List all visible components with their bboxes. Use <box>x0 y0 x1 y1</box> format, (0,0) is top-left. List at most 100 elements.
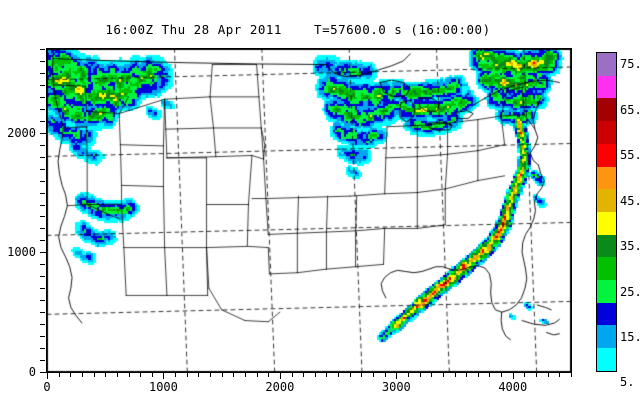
x-axis-minor-tick <box>221 372 223 377</box>
colorbar-tick-label: 75. <box>620 57 640 72</box>
y-axis-minor-tick <box>40 144 45 146</box>
colorbar-band <box>597 257 616 281</box>
x-axis-major-tick <box>279 372 281 379</box>
x-axis-minor-tick <box>326 372 328 377</box>
y-axis-minor-tick <box>40 276 45 278</box>
colorbar-band <box>597 166 616 190</box>
colorbar-band <box>597 189 616 212</box>
map-plot-area <box>46 48 572 373</box>
x-axis-minor-tick <box>536 372 538 377</box>
y-axis-minor-tick <box>40 204 45 206</box>
y-axis-minor-tick <box>40 312 45 314</box>
colorbar-band <box>597 53 616 76</box>
reflectivity-colorbar <box>596 52 617 372</box>
x-axis-major-tick <box>163 372 165 379</box>
colorbar-band <box>597 325 616 349</box>
x-axis-major-tick <box>512 372 514 379</box>
colorbar-band <box>597 211 616 235</box>
y-axis-major-tick <box>40 132 47 134</box>
y-axis-minor-tick <box>40 216 45 218</box>
y-axis-minor-tick <box>40 324 45 326</box>
y-axis-minor-tick <box>40 108 45 110</box>
x-axis-minor-tick <box>477 372 479 377</box>
colorbar-band <box>597 348 616 371</box>
colorbar-tick-label: 65. <box>620 102 640 117</box>
colorbar-band <box>597 280 616 303</box>
y-axis-minor-tick <box>40 180 45 182</box>
colorbar-band <box>597 75 616 99</box>
x-axis-minor-tick <box>547 372 549 377</box>
x-axis-minor-tick <box>70 372 72 377</box>
x-axis-minor-tick <box>186 372 188 377</box>
y-axis-minor-tick <box>40 240 45 242</box>
y-axis-minor-tick <box>40 84 45 86</box>
x-axis-minor-tick <box>116 372 118 377</box>
y-axis-tick-label: 1000 <box>7 245 36 260</box>
y-axis-minor-tick <box>40 156 45 158</box>
colorbar-band <box>597 121 616 144</box>
y-axis-minor-tick <box>40 49 45 50</box>
colorbar-band <box>597 98 616 122</box>
colorbar-tick-label: 45. <box>620 193 640 208</box>
y-axis-minor-tick <box>40 228 45 230</box>
x-axis-minor-tick <box>210 372 212 377</box>
x-axis-minor-tick <box>489 372 491 377</box>
colorbar-tick-label: 25. <box>620 284 640 299</box>
x-axis-minor-tick <box>559 372 561 377</box>
colorbar-tick-label: 5. <box>620 375 635 390</box>
x-axis-minor-tick <box>373 372 375 377</box>
x-axis-minor-tick <box>128 372 130 377</box>
x-axis-major-tick <box>396 372 398 379</box>
x-axis-minor-tick <box>338 372 340 377</box>
y-axis-minor-tick <box>40 348 45 350</box>
colorbar-tick-label: 35. <box>620 239 640 254</box>
y-axis-minor-tick <box>40 96 45 98</box>
x-axis-minor-tick <box>151 372 153 377</box>
x-axis-major-tick <box>47 372 48 379</box>
x-axis-tick-label: 3000 <box>381 380 411 394</box>
x-axis-minor-tick <box>105 372 107 377</box>
x-axis-minor-tick <box>93 372 95 377</box>
x-axis-minor-tick <box>303 372 305 377</box>
x-axis-minor-tick <box>571 372 572 377</box>
y-axis-minor-tick <box>40 288 45 290</box>
colorbar-band <box>597 143 616 167</box>
x-axis-minor-tick <box>256 372 258 377</box>
colorbar-band <box>597 234 616 258</box>
x-axis-minor-tick <box>431 372 433 377</box>
plot-title: 16:00Z Thu 28 Apr 2011 T=57600.0 s (16:0… <box>105 22 491 37</box>
x-axis-minor-tick <box>442 372 444 377</box>
y-axis-tick-label: 2000 <box>7 125 36 140</box>
x-axis-minor-tick <box>419 372 421 377</box>
y-axis-minor-tick <box>40 264 45 266</box>
y-axis-minor-tick <box>40 120 45 122</box>
x-axis-minor-tick <box>384 372 386 377</box>
y-axis-major-tick <box>40 252 47 254</box>
x-axis-minor-tick <box>524 372 526 377</box>
y-axis-minor-tick <box>40 360 45 362</box>
x-axis-minor-tick <box>198 372 200 377</box>
y-axis-minor-tick <box>40 72 45 74</box>
y-axis-minor-tick <box>40 192 45 194</box>
x-axis-minor-tick <box>81 372 83 377</box>
x-axis-minor-tick <box>361 372 363 377</box>
x-axis-minor-tick <box>244 372 246 377</box>
colorbar-tick-label: 55. <box>620 148 640 163</box>
x-axis-minor-tick <box>466 372 468 377</box>
x-axis-minor-tick <box>501 372 503 377</box>
x-axis-tick-label: 0 <box>43 380 51 394</box>
x-axis-tick-label: 4000 <box>498 380 528 394</box>
y-axis-major-tick <box>40 372 47 373</box>
x-axis-minor-tick <box>454 372 456 377</box>
x-axis-minor-tick <box>233 372 235 377</box>
x-axis-minor-tick <box>291 372 293 377</box>
colorbar-tick-label: 15. <box>620 329 640 344</box>
x-axis-minor-tick <box>407 372 409 377</box>
y-axis-minor-tick <box>40 336 45 338</box>
x-axis-minor-tick <box>58 372 60 377</box>
x-axis-minor-tick <box>314 372 316 377</box>
x-axis-tick-label: 2000 <box>265 380 295 394</box>
y-axis-minor-tick <box>40 300 45 302</box>
y-axis-minor-tick <box>40 168 45 170</box>
